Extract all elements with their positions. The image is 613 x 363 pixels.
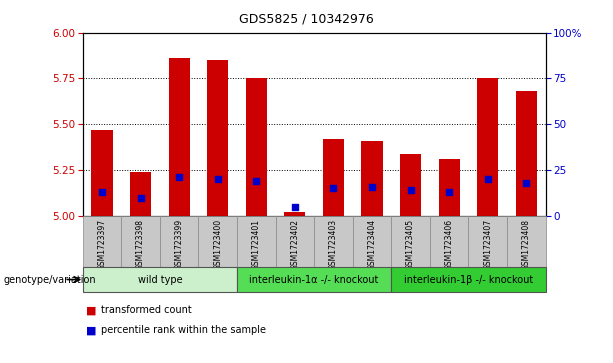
- Point: [174, 175, 184, 180]
- Bar: [352, 216, 391, 267]
- Point: [444, 189, 454, 195]
- Text: GSM1723403: GSM1723403: [329, 219, 338, 270]
- Text: GSM1723402: GSM1723402: [291, 219, 299, 269]
- Bar: [169, 58, 190, 216]
- Text: GSM1723404: GSM1723404: [368, 219, 376, 270]
- Text: transformed count: transformed count: [101, 305, 192, 315]
- Bar: [391, 267, 546, 292]
- Text: GSM1723408: GSM1723408: [522, 219, 531, 269]
- Point: [97, 189, 107, 195]
- Bar: [83, 216, 121, 267]
- Point: [329, 185, 338, 191]
- Bar: [477, 78, 498, 216]
- Text: GDS5825 / 10342976: GDS5825 / 10342976: [239, 13, 374, 26]
- Text: GSM1723405: GSM1723405: [406, 219, 415, 270]
- Point: [483, 176, 493, 182]
- Point: [367, 184, 377, 189]
- Bar: [400, 154, 421, 216]
- Text: GSM1723399: GSM1723399: [175, 219, 184, 270]
- Bar: [438, 159, 460, 216]
- Point: [522, 180, 531, 186]
- Bar: [284, 212, 305, 216]
- Bar: [207, 60, 229, 216]
- Point: [406, 187, 416, 193]
- Point: [251, 178, 261, 184]
- Text: GSM1723406: GSM1723406: [444, 219, 454, 270]
- Bar: [516, 91, 537, 216]
- Bar: [130, 172, 151, 216]
- Bar: [507, 216, 546, 267]
- Text: GSM1723397: GSM1723397: [97, 219, 107, 270]
- Bar: [430, 216, 468, 267]
- Bar: [237, 267, 391, 292]
- Bar: [121, 216, 160, 267]
- Text: interleukin-1α -/- knockout: interleukin-1α -/- knockout: [249, 274, 379, 285]
- Text: GSM1723400: GSM1723400: [213, 219, 223, 270]
- Text: GSM1723401: GSM1723401: [252, 219, 261, 269]
- Bar: [391, 216, 430, 267]
- Bar: [362, 141, 383, 216]
- Bar: [160, 216, 199, 267]
- Text: wild type: wild type: [137, 274, 182, 285]
- Point: [290, 204, 300, 210]
- Bar: [323, 139, 344, 216]
- Bar: [468, 216, 507, 267]
- Point: [213, 176, 223, 182]
- Text: interleukin-1β -/- knockout: interleukin-1β -/- knockout: [404, 274, 533, 285]
- Bar: [91, 130, 113, 216]
- Bar: [237, 216, 276, 267]
- Text: genotype/variation: genotype/variation: [3, 275, 96, 285]
- Text: ■: ■: [86, 325, 96, 335]
- Bar: [276, 216, 314, 267]
- Bar: [199, 216, 237, 267]
- Point: [135, 195, 145, 200]
- Text: GSM1723407: GSM1723407: [483, 219, 492, 270]
- Text: GSM1723398: GSM1723398: [136, 219, 145, 269]
- Text: percentile rank within the sample: percentile rank within the sample: [101, 325, 266, 335]
- Text: ■: ■: [86, 305, 96, 315]
- Bar: [246, 78, 267, 216]
- Bar: [83, 267, 237, 292]
- Bar: [314, 216, 352, 267]
